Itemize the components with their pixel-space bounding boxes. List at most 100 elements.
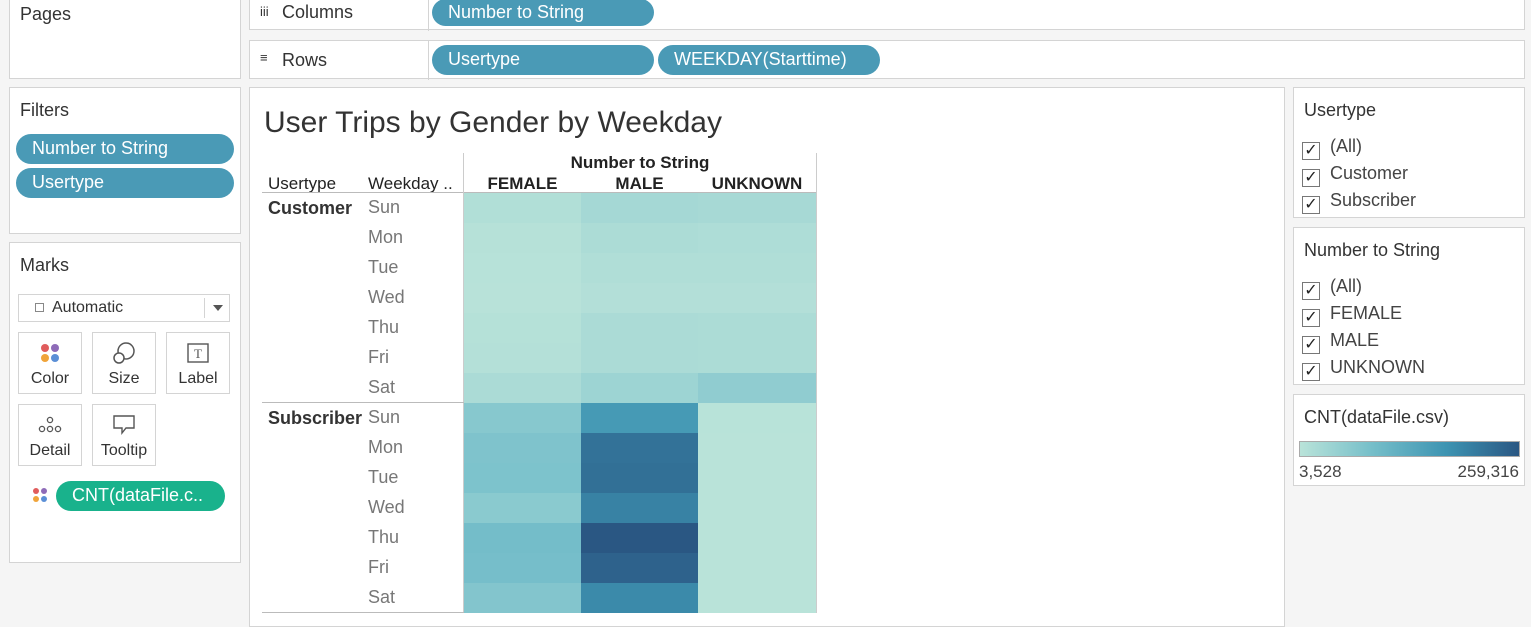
gender-option-female[interactable]: ✓ FEMALE <box>1302 303 1402 327</box>
checkbox-checked-icon: ✓ <box>1302 169 1320 187</box>
col-header-female: FEMALE <box>487 174 558 193</box>
columns-shelf[interactable]: iii Columns Number to String <box>249 0 1525 31</box>
mark-type-square-icon <box>35 303 44 312</box>
heatmap-cell[interactable] <box>581 343 698 373</box>
weekday-label: Tue <box>368 467 399 487</box>
heatmap-cell[interactable] <box>464 313 581 343</box>
heatmap-cell[interactable] <box>464 223 581 253</box>
heatmap-cell[interactable] <box>581 583 698 613</box>
group-label-customer: Customer <box>268 198 353 218</box>
filter-pill-number-to-string[interactable]: Number to String <box>16 134 234 164</box>
heatmap-cell[interactable] <box>464 523 581 553</box>
weekday-label: Wed <box>368 287 405 307</box>
viz-title: User Trips by Gender by Weekday <box>264 106 722 139</box>
heatmap-cell[interactable] <box>581 463 698 493</box>
heatmap-cell[interactable] <box>698 343 816 373</box>
label-T-icon: T <box>167 341 229 365</box>
heatmap-cell[interactable] <box>581 373 698 403</box>
heatmap-cell[interactable] <box>581 313 698 343</box>
heatmap-cell[interactable] <box>698 583 816 613</box>
dropdown-divider <box>204 298 205 318</box>
legend-gradient-bar <box>1299 441 1520 457</box>
heatmap-cell[interactable] <box>464 553 581 583</box>
tooltip-button[interactable]: Tooltip <box>92 404 156 466</box>
filters-panel: Filters Number to String Usertype <box>9 87 241 234</box>
legend-max-label: 259,316 <box>1457 462 1519 481</box>
heatmap-cell[interactable] <box>464 373 581 403</box>
heatmap-cell[interactable] <box>581 403 698 433</box>
color-button[interactable]: Color <box>18 332 82 394</box>
col-header-male: MALE <box>615 174 664 193</box>
color-legend-card: CNT(dataFile.csv) 3,528 259,316 <box>1293 394 1525 486</box>
heatmap-cell[interactable] <box>464 283 581 313</box>
header-rule <box>262 192 816 193</box>
heatmap-cell[interactable] <box>698 433 816 463</box>
heatmap-cell[interactable] <box>698 193 816 223</box>
chevron-down-icon <box>213 305 223 311</box>
heatmap-cell[interactable] <box>698 223 816 253</box>
checkbox-checked-icon: ✓ <box>1302 196 1320 214</box>
heatmap-cell[interactable] <box>698 553 816 583</box>
mark-type-dropdown[interactable]: Automatic <box>18 294 230 322</box>
heatmap-cell[interactable] <box>581 223 698 253</box>
heatmap-cell[interactable] <box>464 343 581 373</box>
weekday-label: Fri <box>368 347 389 367</box>
heatmap-cell[interactable] <box>698 313 816 343</box>
tooltip-button-label: Tooltip <box>100 442 148 459</box>
heatmap-cell[interactable] <box>464 493 581 523</box>
col-header-unknown: UNKNOWN <box>711 174 803 193</box>
usertype-option-customer[interactable]: ✓ Customer <box>1302 163 1408 187</box>
gender-option-unknown[interactable]: ✓ UNKNOWN <box>1302 357 1425 381</box>
gender-option-male[interactable]: ✓ MALE <box>1302 330 1379 354</box>
gender-filter-card: Number to String ✓ (All) ✓ FEMALE ✓ MALE ✓ U… <box>1293 227 1525 385</box>
heatmap-cell[interactable] <box>698 463 816 493</box>
tooltip-icon <box>93 413 155 437</box>
columns-label: Columns <box>282 2 354 22</box>
weekday-label: Thu <box>368 317 400 337</box>
rows-shelf[interactable]: ≡ Rows Usertype WEEKDAY(Starttime) <box>249 40 1525 80</box>
group-label-subscriber: Subscriber <box>268 408 363 428</box>
rows-pill-weekday[interactable]: WEEKDAY(Starttime) <box>658 45 880 75</box>
detail-button[interactable]: Detail <box>18 404 82 466</box>
weekday-label: Sat <box>368 587 396 607</box>
heatmap-cell[interactable] <box>581 553 698 583</box>
heatmap-cell[interactable] <box>698 493 816 523</box>
marks-field-pill[interactable]: CNT(dataFile.c.. <box>56 481 225 511</box>
shelf-divider <box>428 41 429 80</box>
columns-icon: iii <box>260 4 269 19</box>
usertype-option-all[interactable]: ✓ (All) <box>1302 136 1362 160</box>
heatmap-cell[interactable] <box>464 583 581 613</box>
filter-pill-usertype[interactable]: Usertype <box>16 168 234 198</box>
heatmap-cell[interactable] <box>464 193 581 223</box>
heatmap-cell[interactable] <box>464 403 581 433</box>
gender-option-all[interactable]: ✓ (All) <box>1302 276 1362 300</box>
heatmap-cell[interactable] <box>698 253 816 283</box>
heatmap-cell[interactable] <box>464 433 581 463</box>
heatmap-cell[interactable] <box>581 493 698 523</box>
rows-pill-usertype[interactable]: Usertype <box>432 45 654 75</box>
heatmap-cell[interactable] <box>581 283 698 313</box>
size-icon <box>93 341 155 365</box>
pages-panel: Pages <box>9 0 241 79</box>
heatmap-cell[interactable] <box>698 283 816 313</box>
size-button[interactable]: Size <box>92 332 156 394</box>
heatmap-cell[interactable] <box>698 403 816 433</box>
heatmap-cell[interactable] <box>581 253 698 283</box>
heatmap-cell[interactable] <box>464 253 581 283</box>
usertype-option-subscriber[interactable]: ✓ Subscriber <box>1302 190 1416 214</box>
color-button-label: Color <box>30 370 70 387</box>
size-button-label: Size <box>108 370 140 387</box>
heatmap-cell[interactable] <box>581 193 698 223</box>
heatmap-cell[interactable] <box>698 523 816 553</box>
label-button[interactable]: T Label <box>166 332 230 394</box>
checkbox-checked-icon: ✓ <box>1302 142 1320 160</box>
heatmap-cell[interactable] <box>464 463 581 493</box>
columns-pill-number-to-string[interactable]: Number to String <box>432 0 654 26</box>
heatmap-cell[interactable] <box>581 433 698 463</box>
weekday-label: Sun <box>368 197 401 217</box>
heatmap-cell[interactable] <box>698 373 816 403</box>
mark-type-value: Automatic <box>52 299 124 316</box>
checkbox-checked-icon: ✓ <box>1302 309 1320 327</box>
usertype-filter-title: Usertype <box>1304 100 1377 120</box>
heatmap-cell[interactable] <box>581 523 698 553</box>
